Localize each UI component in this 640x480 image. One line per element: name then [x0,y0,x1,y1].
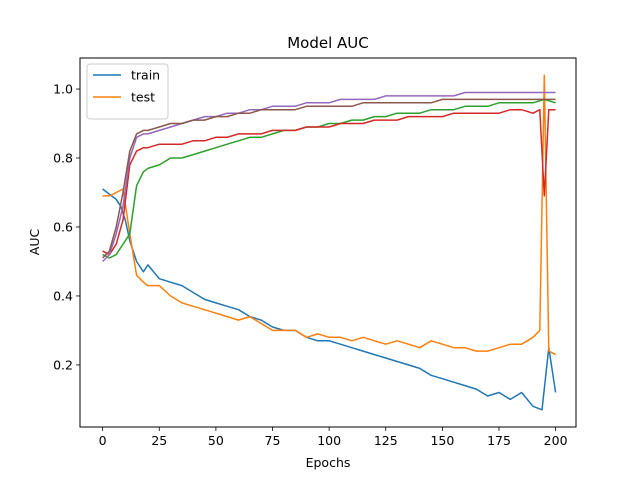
x-tick-label: 100 [317,433,341,448]
y-tick-label: 0.6 [53,219,73,234]
x-tick-label: 200 [544,433,568,448]
legend: train test [86,63,169,120]
series-layer [102,74,557,411]
x-tick-label: 25 [151,433,167,448]
legend-box [86,63,169,120]
x-tick-label: 175 [487,433,511,448]
chart-title: Model AUC [287,34,369,52]
y-tick-label: 0.4 [53,288,73,303]
legend-label: train [131,68,160,83]
y-tick-label: 1.0 [53,82,73,97]
y-tick-label: 0.8 [53,151,73,166]
series-line-5 [102,91,556,263]
x-axis-title: Epochs [306,455,351,470]
series-line-1 [102,188,557,411]
y-tick-label: 0.2 [53,357,73,372]
x-tick-label: 125 [374,433,398,448]
series-line-4 [102,108,556,256]
x-tick-label: 0 [99,433,107,448]
y-axis: 0.2 0.4 0.6 0.8 1.0 [53,82,80,372]
series-line-2 [102,74,556,356]
x-tick-label: 50 [208,433,224,448]
x-axis: 0 25 50 75 100 125 150 175 200 [99,427,568,448]
y-axis-title: AUC [27,229,42,256]
x-tick-label: 75 [265,433,281,448]
series-line-6 [102,98,556,259]
legend-label: test [131,90,155,105]
plot-frame [79,57,577,428]
x-tick-label: 150 [430,433,454,448]
